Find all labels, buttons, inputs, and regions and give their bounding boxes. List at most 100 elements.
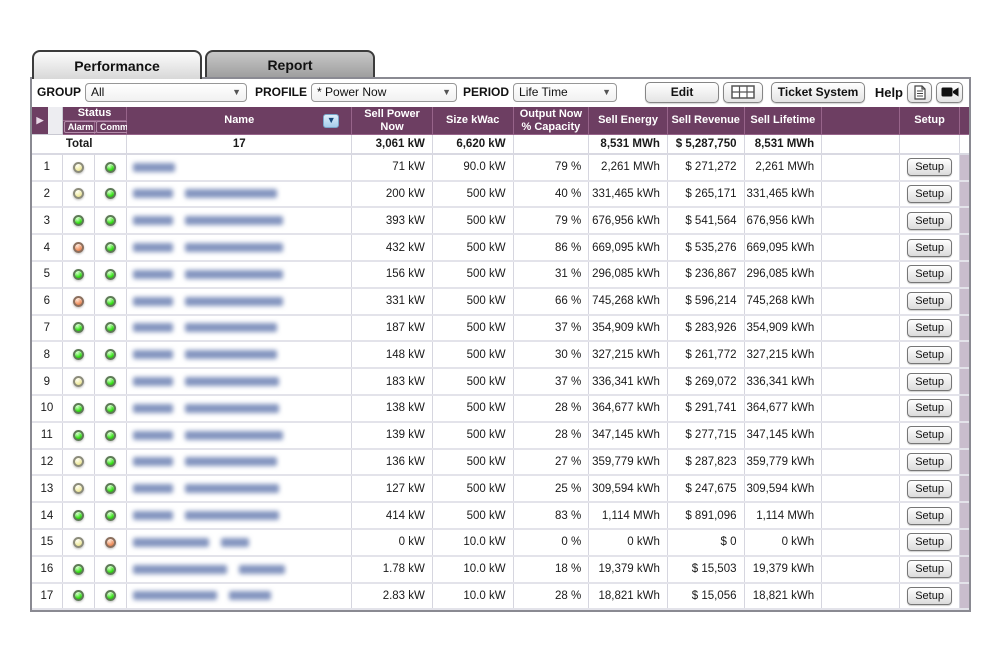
edit-button[interactable]: Edit — [645, 81, 720, 103]
sell-energy-value: 18,821 kWh — [588, 582, 668, 611]
table-row: 5 156 kW 500 kW 31 % 296,085 kWh $ 236,867 296… — [32, 260, 969, 289]
sell-lifetime-value: 331,465 kWh — [744, 180, 823, 209]
size-kwac-value: 500 kW — [432, 287, 514, 316]
col-header-size-kwac: Size kWac — [432, 107, 514, 136]
help-video-button[interactable] — [936, 81, 963, 103]
performance-table: ▶ Status Name ▼ Sell Power Now Size kWac… — [32, 107, 969, 611]
redacted-text-block — [185, 484, 280, 494]
sell-revenue-value: $ 15,056 — [667, 582, 745, 611]
comm-cell — [94, 314, 128, 343]
setup-cell: Setup — [899, 421, 961, 450]
blank-cell — [821, 260, 900, 289]
setup-button[interactable]: Setup — [907, 345, 952, 364]
setup-button[interactable]: Setup — [907, 265, 952, 284]
group-select[interactable]: All ▼ — [85, 82, 248, 102]
redacted-text-block — [133, 564, 228, 574]
comm-status-light — [105, 536, 117, 548]
help-document-button[interactable] — [907, 81, 932, 103]
redacted-text-block — [133, 216, 174, 226]
comm-cell — [94, 260, 128, 289]
setup-button[interactable]: Setup — [907, 399, 952, 418]
setup-button[interactable]: Setup — [907, 211, 952, 230]
redacted-text-block — [133, 511, 174, 520]
row-number: 9 — [32, 368, 63, 396]
sell-revenue-value: $ 271,272 — [667, 153, 745, 182]
size-kwac-value: 500 kW — [432, 180, 514, 209]
setup-cell: Setup — [899, 207, 961, 236]
sell-lifetime-value: 309,594 kWh — [744, 475, 823, 504]
profile-select[interactable]: * Power Now ▼ — [311, 82, 458, 102]
row-number: 16 — [32, 555, 63, 584]
total-sell-power: 3,061 kW — [351, 134, 433, 155]
comm-status-light — [105, 483, 117, 495]
alarm-status-light — [72, 161, 84, 173]
alarm-status-light — [72, 376, 84, 388]
comm-status-light — [105, 242, 117, 254]
comm-cell — [94, 528, 128, 557]
row-number: 6 — [32, 287, 63, 316]
size-kwac-value: 10.0 kW — [432, 582, 514, 611]
ticket-system-button[interactable]: Ticket System — [771, 81, 866, 103]
setup-button[interactable]: Setup — [907, 238, 952, 257]
comm-cell — [94, 555, 128, 584]
sell-energy-value: 296,085 kWh — [588, 260, 668, 289]
tab-performance[interactable]: Performance — [32, 50, 202, 79]
expand-arrow-icon[interactable]: ▶ — [32, 107, 48, 135]
grid-view-button[interactable] — [723, 81, 764, 103]
setup-button[interactable]: Setup — [907, 586, 952, 605]
period-label: PERIOD — [463, 85, 510, 99]
redacted-text-block — [133, 243, 174, 253]
tab-report[interactable]: Report — [205, 50, 375, 77]
blank-cell — [821, 555, 900, 584]
sell-revenue-value: $ 535,276 — [667, 234, 745, 262]
setup-button[interactable]: Setup — [907, 452, 952, 471]
setup-button[interactable]: Setup — [907, 292, 952, 311]
table-row: 12 136 kW 500 kW 27 % 359,779 kWh $ 287,823 35… — [32, 448, 969, 477]
sell-revenue-value: $ 891,096 — [667, 502, 745, 530]
comm-cell — [94, 394, 128, 423]
comm-status-light — [105, 295, 117, 307]
output-capacity-value: 18 % — [513, 555, 590, 584]
setup-button[interactable]: Setup — [907, 533, 952, 552]
period-select[interactable]: Life Time ▼ — [513, 82, 618, 102]
comm-status-light — [105, 510, 117, 521]
comm-status-light — [105, 456, 117, 468]
site-name-redacted — [126, 528, 353, 557]
alarm-cell — [62, 555, 96, 584]
blank-cell — [821, 234, 900, 262]
sell-revenue-value: $ 283,926 — [667, 314, 745, 343]
sell-lifetime-value: 676,956 kWh — [744, 207, 823, 236]
size-kwac-value: 500 kW — [432, 448, 514, 477]
chevron-down-icon: ▼ — [602, 87, 612, 97]
setup-button[interactable]: Setup — [907, 372, 952, 391]
setup-button[interactable]: Setup — [907, 479, 952, 498]
size-kwac-value: 500 kW — [432, 341, 514, 370]
setup-button[interactable]: Setup — [907, 318, 952, 337]
row-number: 15 — [32, 528, 63, 557]
name-sort-icon[interactable]: ▼ — [323, 113, 340, 128]
setup-button[interactable]: Setup — [907, 184, 952, 203]
setup-button[interactable]: Setup — [907, 560, 952, 579]
setup-button[interactable]: Setup — [907, 506, 952, 525]
setup-button[interactable]: Setup — [907, 426, 952, 445]
alarm-status-light — [72, 590, 84, 602]
redacted-text-block — [229, 591, 272, 601]
output-capacity-value: 66 % — [513, 287, 590, 316]
table-row: 10 138 kW 500 kW 28 % 364,677 kWh $ 291,741 36… — [32, 394, 969, 423]
sell-energy-value: 336,341 kWh — [588, 368, 668, 396]
alarm-status-light — [72, 510, 84, 521]
sell-energy-value: 0 kWh — [588, 528, 668, 557]
sell-energy-value: 327,215 kWh — [588, 341, 668, 370]
redacted-text-block — [133, 457, 174, 467]
size-kwac-value: 500 kW — [432, 207, 514, 236]
setup-button[interactable]: Setup — [907, 158, 952, 177]
sell-revenue-value: $ 541,564 — [667, 207, 745, 236]
alarm-cell — [62, 528, 96, 557]
blank-cell — [821, 582, 900, 611]
sell-lifetime-value: 745,268 kWh — [744, 287, 823, 316]
video-camera-icon — [941, 86, 959, 98]
alarm-cell — [62, 368, 96, 396]
total-blank — [821, 134, 900, 155]
col-subheader-comm: Comm. — [94, 120, 135, 136]
row-number: 12 — [32, 448, 63, 477]
